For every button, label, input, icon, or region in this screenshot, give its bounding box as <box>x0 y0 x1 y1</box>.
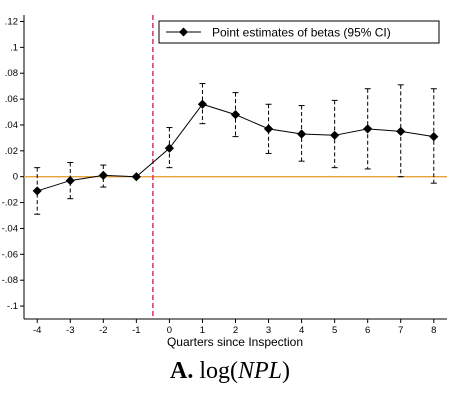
caption-letter: A. <box>169 358 194 384</box>
x-tick-label: 0 <box>167 325 172 336</box>
y-tick-label: -.04 <box>2 223 18 234</box>
x-tick-label: 6 <box>365 325 370 336</box>
legend-label: Point estimates of betas (95% CI) <box>212 26 391 40</box>
data-point <box>296 129 307 139</box>
caption-function: log( <box>199 358 238 384</box>
data-point <box>330 130 340 140</box>
x-tick-label: 7 <box>398 325 403 336</box>
x-tick-label: -3 <box>66 325 74 336</box>
x-tick-label: 8 <box>431 325 436 336</box>
x-tick-label: 4 <box>299 325 304 336</box>
x-tick-label: 3 <box>266 325 271 336</box>
data-point <box>65 175 75 186</box>
y-tick-label: .06 <box>5 94 18 105</box>
x-tick-label: -2 <box>99 325 107 336</box>
x-axis-label: Quarters since Inspection <box>167 335 303 349</box>
data-point <box>98 170 108 181</box>
y-tick-label: .12 <box>5 16 18 27</box>
caption-variable: NPL <box>238 358 283 384</box>
caption-close: ) <box>282 358 291 384</box>
legend: Point estimates of betas (95% CI) <box>158 20 440 44</box>
x-tick-label: -4 <box>33 325 41 336</box>
y-tick-label: .04 <box>5 120 18 131</box>
data-point <box>197 99 208 109</box>
data-point <box>363 124 373 134</box>
data-point <box>396 126 406 137</box>
data-point <box>429 132 439 142</box>
chart: .12 .1 .08 .06 .04 .02 0 -.02 -.04 -.06 -.08 -.1 -4… <box>2 15 447 349</box>
data-point <box>32 186 42 196</box>
y-tick-label: 0 <box>13 172 18 183</box>
x-tick-label: 1 <box>200 325 205 336</box>
y-tick-label: -.1 <box>7 301 18 312</box>
x-axis-ticks: -4 -3 -2 -1 0 1 2 3 4 5 6 7 8 <box>33 319 436 336</box>
data-point <box>131 172 141 182</box>
data-point <box>263 124 274 134</box>
y-tick-label: -.06 <box>2 249 18 260</box>
x-tick-label: 2 <box>233 325 238 336</box>
plot-frame <box>23 15 447 320</box>
legend-box <box>158 20 440 44</box>
x-tick-label: -1 <box>132 325 140 336</box>
y-tick-label: -.02 <box>2 198 18 209</box>
point-markers <box>32 99 439 196</box>
y-tick-label: -.08 <box>2 275 18 286</box>
y-tick-label: .02 <box>5 146 18 157</box>
x-tick-label: 5 <box>332 325 337 336</box>
y-tick-label: .08 <box>5 68 18 79</box>
legend-marker-sample <box>179 27 188 37</box>
data-point <box>164 143 175 153</box>
data-point <box>230 110 241 120</box>
figure-caption: A. log(NPL) <box>0 358 460 385</box>
confidence-intervals <box>34 83 437 215</box>
y-tick-label: .1 <box>10 42 18 53</box>
y-axis-ticks: .12 .1 .08 .06 .04 .02 0 -.02 -.04 -.06 -.08 -.1 <box>2 16 24 312</box>
